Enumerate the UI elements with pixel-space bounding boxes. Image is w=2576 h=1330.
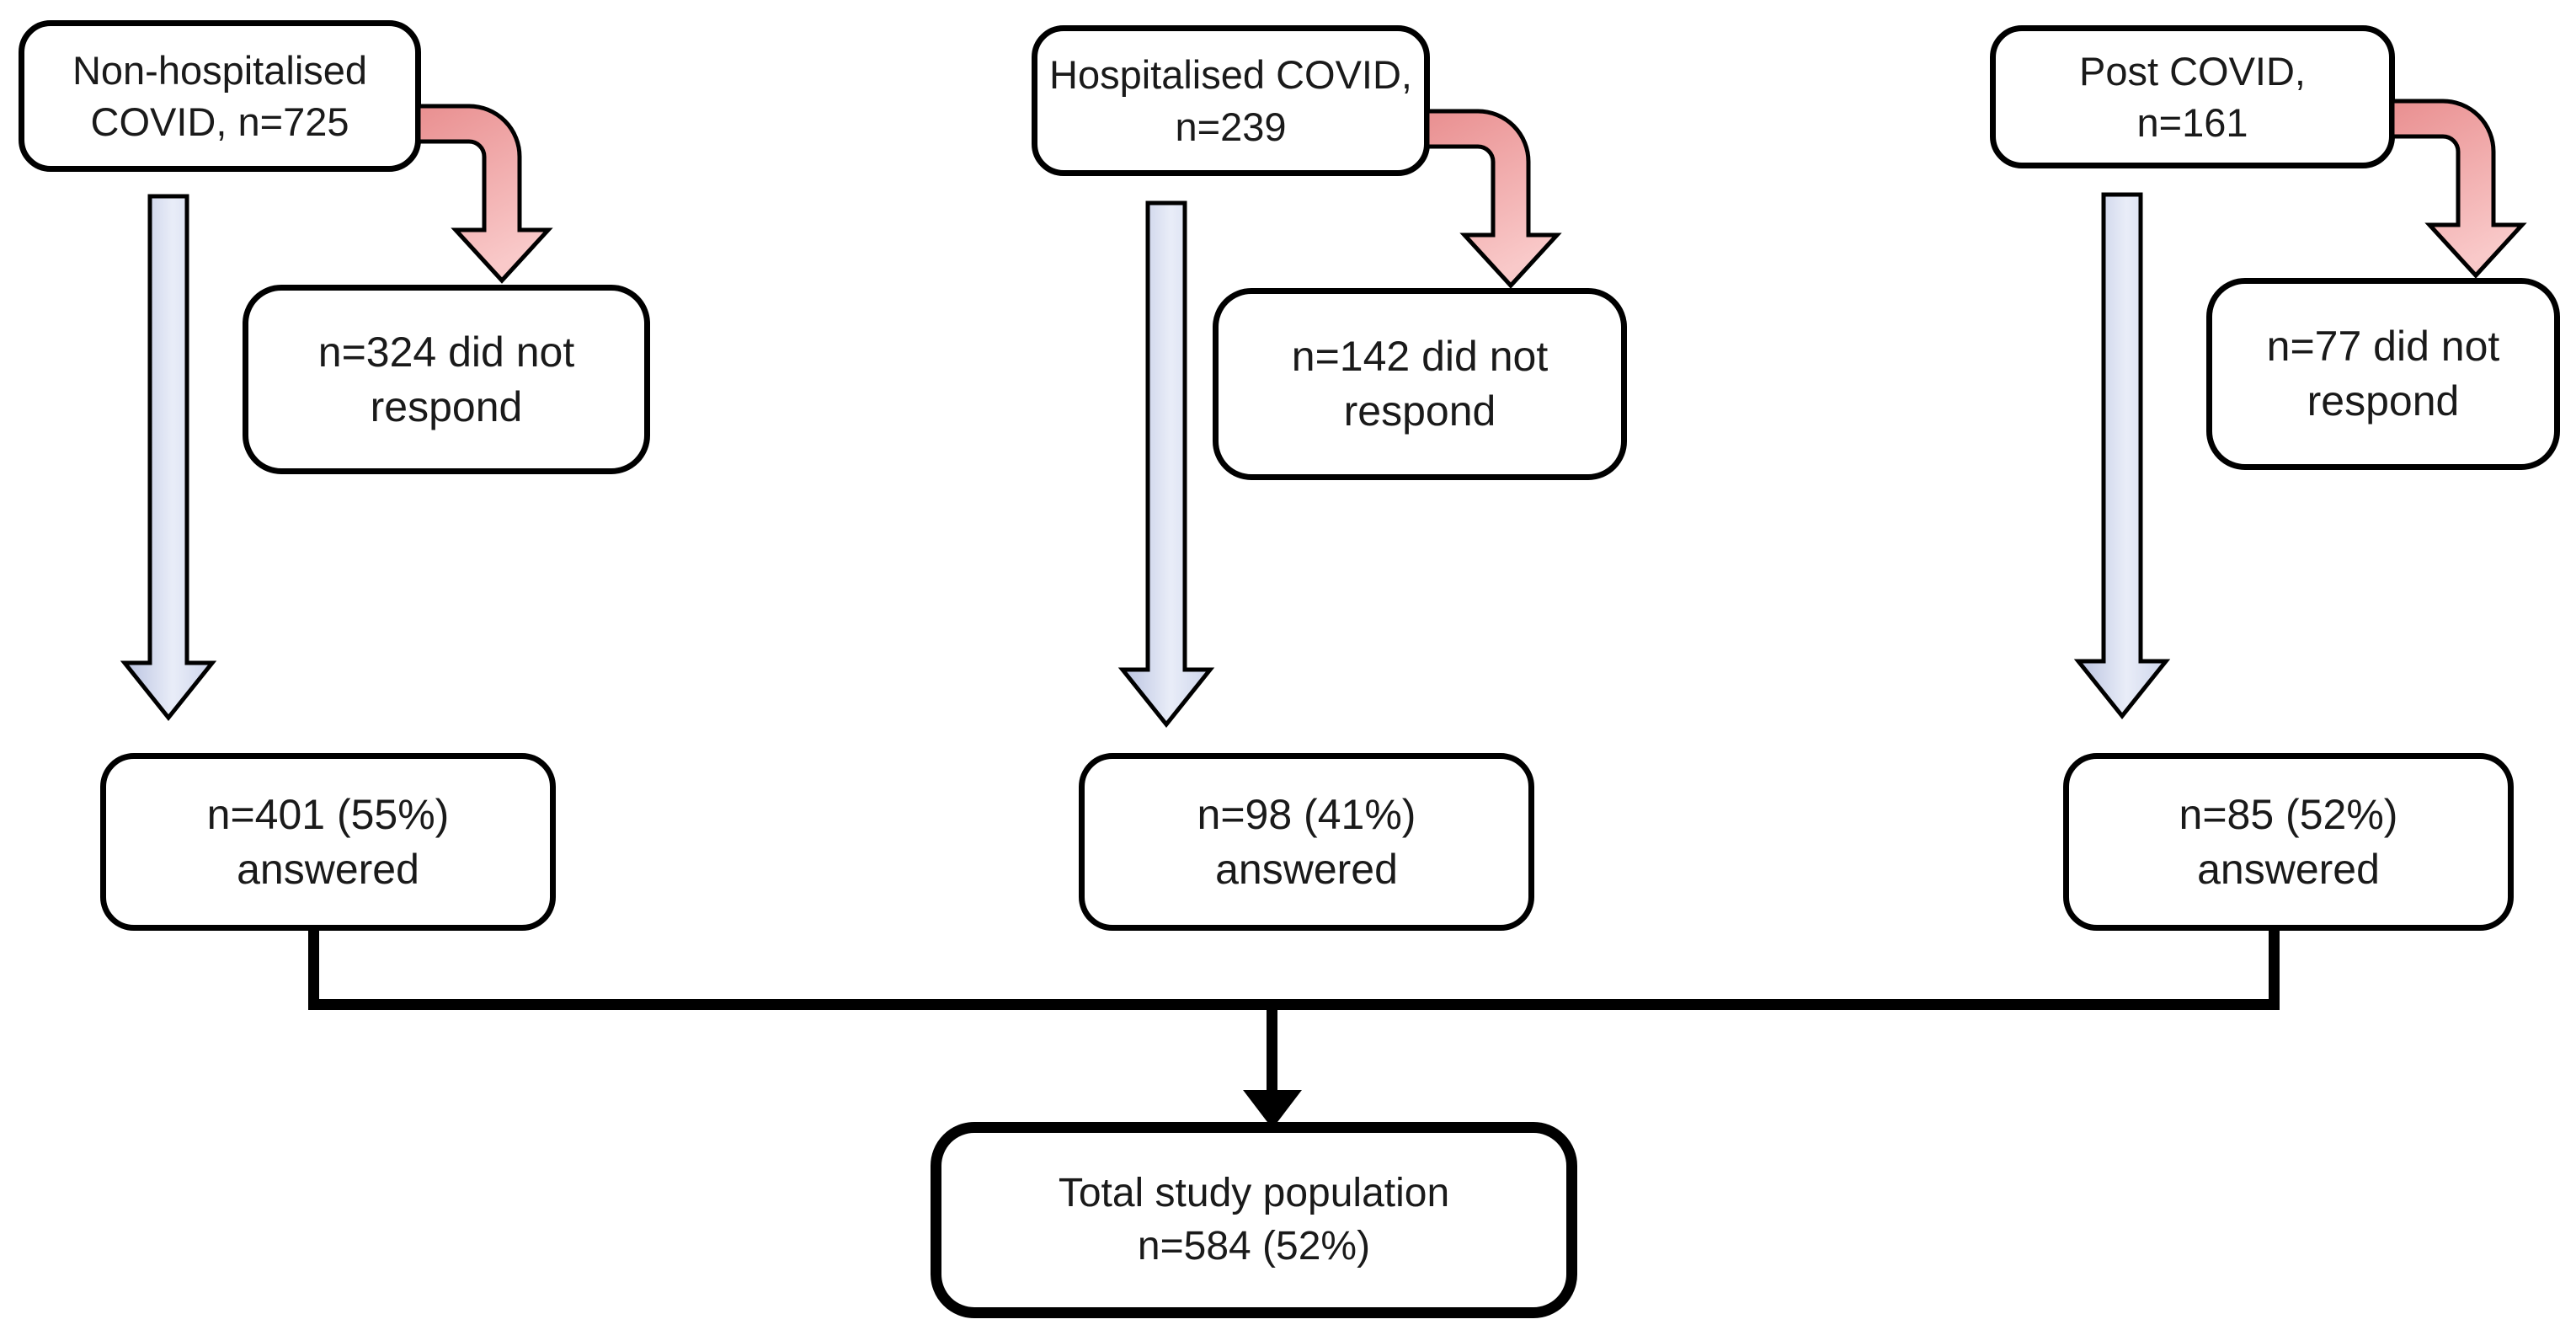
nonresponse-box-non-hospitalised: n=324 did not respond xyxy=(243,285,650,474)
answered-box-text-line1: n=98 (41%) xyxy=(1197,790,1416,838)
response-arrow-icon xyxy=(120,194,217,722)
nonresponse-box-text-line2: respond xyxy=(370,382,523,430)
total-arrow-shaft xyxy=(1267,1010,1277,1094)
response-arrow-icon xyxy=(1117,200,1215,729)
answered-box-text-line2: answered xyxy=(1215,845,1398,893)
nonresponse-box-post-covid: n=77 did not respond xyxy=(2206,278,2560,470)
total-box-text-line1: Total study population xyxy=(1058,1171,1450,1216)
nonresponse-arrow-icon xyxy=(416,104,553,284)
nonresponse-arrow-icon xyxy=(2390,99,2527,279)
answered-box-text-line2: answered xyxy=(237,845,419,893)
cohort-box-text-line2: COVID, n=725 xyxy=(90,99,349,144)
nonresponse-box-text-line1: n=77 did not xyxy=(2266,323,2500,370)
answered-box-post-covid: n=85 (52%) answered xyxy=(2063,753,2514,931)
total-population-box: Total study population n=584 (52%) xyxy=(931,1122,1577,1318)
cohort-box-hospitalised: Hospitalised COVID, n=239 xyxy=(1032,25,1430,176)
cohort-box-non-hospitalised: Non-hospitalised COVID, n=725 xyxy=(19,20,421,172)
cohort-box-text-line1: Non-hospitalised xyxy=(72,47,368,93)
nonresponse-box-text-line1: n=142 did not xyxy=(1291,333,1549,380)
total-box-text-line2: n=584 (52%) xyxy=(1137,1223,1371,1269)
cohort-box-text-line2: n=239 xyxy=(1175,104,1287,149)
answered-box-hospitalised: n=98 (41%) answered xyxy=(1079,753,1534,931)
nonresponse-arrow-icon xyxy=(1425,109,1562,289)
nonresponse-box-text-line2: respond xyxy=(2307,377,2460,425)
answered-box-text-line2: answered xyxy=(2197,845,2380,893)
cohort-box-post-covid: Post COVID, n=161 xyxy=(1990,25,2395,168)
bracket-stub-left xyxy=(308,930,319,1010)
nonresponse-box-text-line2: respond xyxy=(1343,387,1496,435)
answered-box-text-line1: n=85 (52%) xyxy=(2179,790,2398,838)
cohort-box-text-line1: Hospitalised COVID, xyxy=(1049,52,1412,98)
answered-box-non-hospitalised: n=401 (55%) answered xyxy=(100,753,556,931)
response-arrow-icon xyxy=(2073,192,2171,720)
bracket-stub-right xyxy=(2269,930,2280,1010)
bracket-horizontal-line xyxy=(308,999,2280,1010)
nonresponse-box-text-line1: n=324 did not xyxy=(317,328,575,376)
cohort-box-text-line1: Post COVID, xyxy=(2078,48,2306,93)
answered-box-text-line1: n=401 (55%) xyxy=(206,790,450,838)
cohort-box-text-line2: n=161 xyxy=(2136,100,2248,145)
nonresponse-box-hospitalised: n=142 did not respond xyxy=(1213,288,1627,480)
